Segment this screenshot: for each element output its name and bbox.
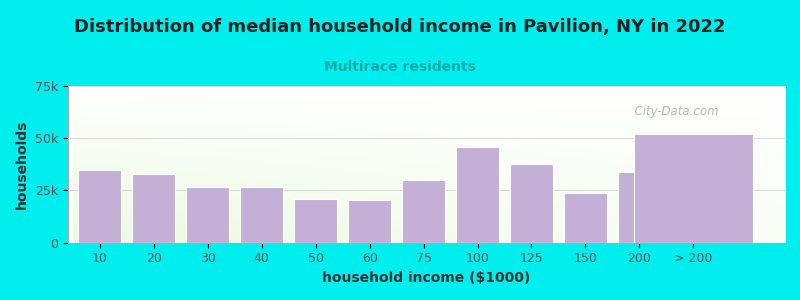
Bar: [402, 180, 445, 243]
Bar: [78, 169, 122, 243]
Bar: [634, 134, 753, 243]
Bar: [456, 147, 499, 243]
Bar: [294, 199, 338, 243]
Bar: [510, 164, 553, 243]
Text: City-Data.com: City-Data.com: [627, 105, 718, 118]
Text: Distribution of median household income in Pavilion, NY in 2022: Distribution of median household income …: [74, 18, 726, 36]
Bar: [240, 187, 283, 243]
Y-axis label: households: households: [15, 120, 29, 209]
Bar: [348, 200, 391, 243]
Bar: [564, 193, 607, 243]
Bar: [618, 172, 661, 243]
Bar: [132, 174, 175, 243]
X-axis label: household income ($1000): household income ($1000): [322, 271, 530, 285]
Text: Multirace residents: Multirace residents: [324, 60, 476, 74]
Bar: [186, 187, 230, 243]
